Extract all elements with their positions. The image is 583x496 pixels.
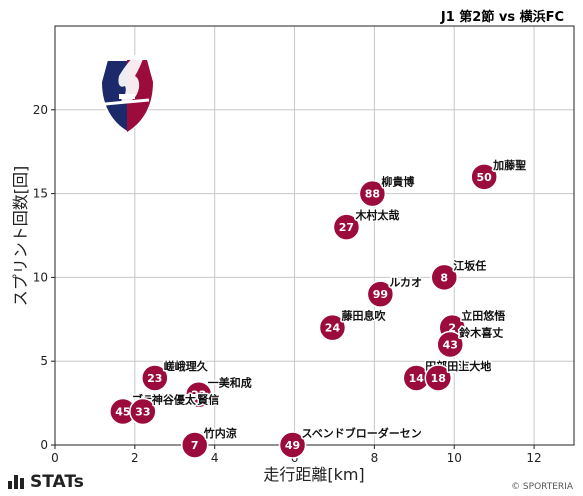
data-point-marker: [436, 330, 464, 359]
brand-name: STATs: [30, 472, 84, 492]
data-point: 50: [470, 163, 498, 191]
data-point-number: 14: [409, 372, 425, 385]
y-tick-label: 15: [33, 187, 48, 201]
data-point: 49: [278, 431, 307, 459]
data-point-label: 鈴木喜丈: [459, 325, 503, 339]
data-point-marker: [278, 431, 307, 459]
data-point: 24: [318, 313, 347, 342]
data-point-number: 33: [135, 405, 150, 418]
data-point: 14: [402, 364, 431, 392]
data-point-marker: [184, 380, 213, 409]
x-tick-label: 4: [211, 451, 219, 465]
x-tick-label: 12: [526, 451, 541, 465]
team-emblem-logo: [99, 42, 155, 134]
y-tick-label: 20: [33, 103, 48, 117]
stats-logo-icon: [8, 475, 24, 489]
x-tick-label: 0: [51, 451, 59, 465]
data-point: 27: [332, 213, 361, 241]
data-point-label: 一美和成: [208, 376, 252, 390]
data-point-label: 江坂任: [453, 258, 486, 272]
data-point-label: 藤田息吹: [341, 309, 386, 323]
data-point-number: 7: [191, 439, 199, 452]
stats-brand: STATs: [8, 472, 84, 492]
data-point-marker: [180, 431, 209, 459]
data-point-number: 43: [443, 338, 458, 351]
data-point-label: スベンドブローダーセン: [302, 426, 422, 440]
data-point-marker: [129, 397, 157, 426]
data-point-number: 2: [448, 322, 456, 335]
data-point: 8: [430, 263, 458, 292]
data-point-label: 田上大地: [447, 359, 491, 373]
y-tick-label: 10: [33, 270, 48, 284]
data-point-marker: [424, 364, 453, 392]
data-point: 7: [180, 431, 209, 459]
data-point-marker: [318, 313, 347, 342]
data-point: 99: [366, 280, 395, 308]
plot-frame: [54, 25, 575, 446]
data-point-label: 木村太哉: [354, 208, 399, 222]
data-point: 43: [436, 330, 464, 359]
data-point-number: 99: [373, 288, 388, 301]
data-point-marker: [332, 213, 361, 241]
data-point-marker: [358, 179, 387, 208]
data-point-number: 45: [115, 405, 130, 418]
x-tick-label: 10: [447, 451, 462, 465]
data-point-number: 18: [431, 372, 446, 385]
data-point-marker: [470, 163, 498, 191]
data-point-label: ルカオ: [389, 276, 422, 289]
data-point-number: 50: [477, 171, 493, 184]
data-point: 33: [129, 397, 157, 426]
data-point: 23: [141, 364, 169, 392]
copyright-text: © SPORTERIA: [511, 482, 573, 492]
chart-title: J1 第2節 vs 横浜FC: [440, 9, 564, 25]
data-point: 45: [109, 397, 137, 426]
data-point: 22: [184, 380, 213, 409]
data-point-label: 神谷優太: [152, 392, 197, 406]
y-tick-label: 0: [40, 438, 48, 452]
data-point-label: 柳貴博: [381, 175, 414, 189]
data-point-marker: [366, 280, 395, 308]
data-point-number: 8: [440, 271, 448, 284]
data-point-number: 88: [365, 188, 380, 201]
data-point-number: 27: [339, 221, 354, 234]
y-tick-label: 5: [40, 354, 48, 368]
axis-ticks: 02468101205101520: [33, 103, 542, 465]
data-point-label: 竹内涼: [203, 426, 237, 440]
x-axis-label: 走行距離[km]: [263, 465, 364, 484]
data-point-label: 嵯峨理久: [164, 359, 209, 373]
data-point-label: 立田悠悟: [461, 309, 505, 323]
data-point-marker: [141, 364, 169, 392]
data-point-number: 49: [285, 439, 300, 452]
x-tick-label: 8: [371, 451, 379, 465]
data-point: 88: [358, 179, 387, 208]
y-axis-label: スプリント回数[回]: [11, 166, 30, 307]
x-tick-label: 2: [131, 451, 139, 465]
data-point-label: 加藤聖: [492, 158, 526, 172]
data-point-number: 23: [147, 372, 162, 385]
data-point: 18: [424, 364, 453, 392]
data-point-number: 22: [191, 389, 206, 402]
data-point-number: 24: [325, 322, 341, 335]
data-point-marker: [430, 263, 458, 292]
